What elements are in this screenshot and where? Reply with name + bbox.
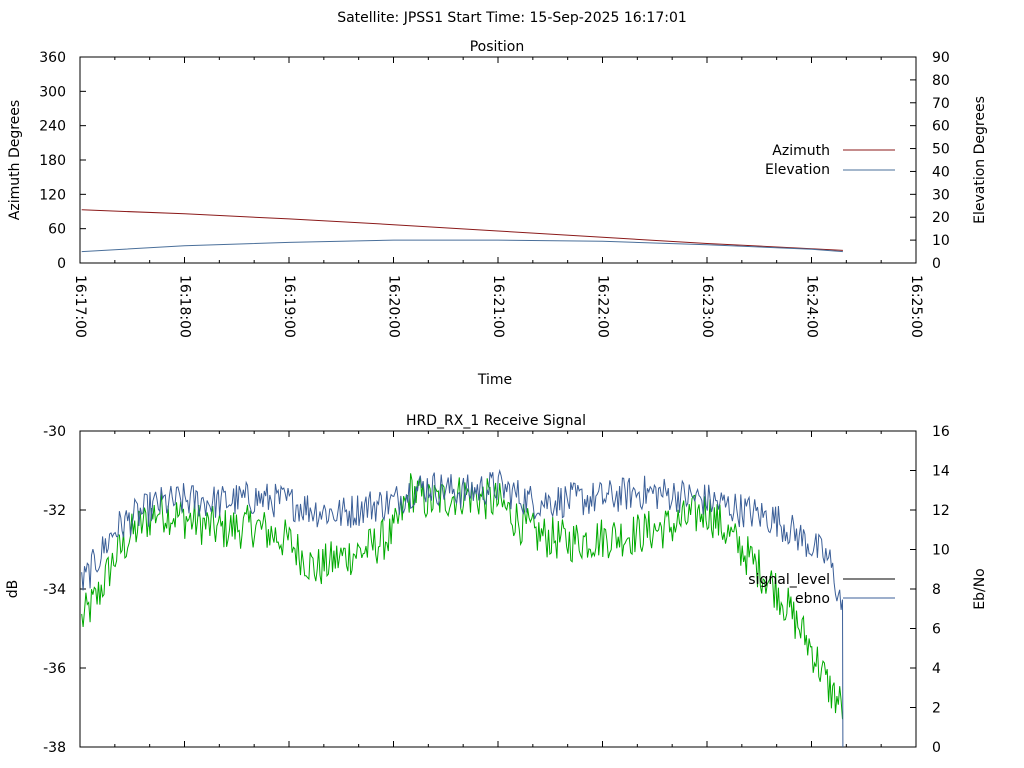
- legend-ebno-label: ebno: [795, 591, 830, 607]
- signal-right-axis-label: Eb/No: [972, 568, 988, 610]
- signal-right-tick-label: 2: [932, 701, 941, 717]
- series-line-ebno: [81, 468, 844, 748]
- signal-left-tick-label: -30: [43, 424, 66, 440]
- position-left-tick-label: 0: [57, 256, 66, 272]
- position-x-tick-label: 16:18:00: [177, 275, 193, 338]
- position-left-ticks: 0 60 120 180 240 300 360: [39, 50, 86, 272]
- position-chart-title: Position: [470, 39, 525, 55]
- legend-elevation-label: Elevation: [765, 162, 830, 178]
- signal-left-tick-label: -36: [43, 661, 66, 677]
- signal-right-tick-label: 12: [932, 503, 950, 519]
- position-x-tick-label: 16:21:00: [490, 275, 506, 338]
- position-left-tick-label: 120: [39, 187, 66, 203]
- position-chart: Position 16:17:00 16:18:00 16:19:00 16:20:0…: [7, 39, 988, 388]
- signal-right-tick-label: 0: [932, 740, 941, 756]
- position-left-tick-label: 360: [39, 50, 66, 66]
- position-x-axis-label: Time: [477, 372, 512, 388]
- position-left-tick-label: 240: [39, 119, 66, 135]
- signal-right-ticks: 0 2 4 6 8 10 12 14 16: [910, 424, 950, 756]
- signal-left-tick-label: -32: [43, 503, 66, 519]
- position-legend: Azimuth Elevation: [765, 143, 895, 178]
- position-right-tick-label: 40: [932, 164, 950, 180]
- position-x-tick-label: 16:19:00: [281, 275, 297, 338]
- position-left-tick-label: 300: [39, 84, 66, 100]
- signal-right-tick-label: 10: [932, 543, 950, 559]
- signal-right-tick-label: 4: [932, 661, 941, 677]
- position-right-tick-label: 60: [932, 119, 950, 135]
- position-right-tick-label: 30: [932, 187, 950, 203]
- position-x-tick-label: 16:17:00: [72, 275, 88, 338]
- position-right-tick-label: 10: [932, 233, 950, 249]
- position-x-tick-label: 16:24:00: [804, 275, 820, 338]
- position-right-ticks: 0 10 20 30 40 50 60 70 80 90: [910, 50, 950, 272]
- signal-x-ticks: [79, 431, 917, 747]
- position-x-tick-label: 16:25:00: [908, 275, 924, 338]
- series-line-signal-level: [81, 473, 843, 720]
- series-line-azimuth: [81, 209, 843, 251]
- signal-series: [81, 468, 844, 748]
- position-left-axis-label: Azimuth Degrees: [7, 100, 23, 220]
- signal-chart-title: HRD_RX_1 Receive Signal: [406, 413, 586, 429]
- position-right-axis-label: Elevation Degrees: [972, 96, 988, 224]
- signal-left-ticks: -30 -32 -34 -36 -38: [43, 424, 86, 756]
- position-right-tick-label: 0: [932, 256, 941, 272]
- signal-right-tick-label: 6: [932, 622, 941, 638]
- signal-left-axis-label: dB: [5, 580, 21, 599]
- position-right-tick-label: 80: [932, 73, 950, 89]
- signal-chart: HRD_RX_1 Receive Signal -30-32-34-36-38 …: [5, 413, 988, 756]
- figure-title: Satellite: JPSS1 Start Time: 15-Sep-2025…: [337, 10, 687, 26]
- position-x-tick-label: 16:23:00: [699, 275, 715, 338]
- position-x-tick-label: 16:20:00: [386, 275, 402, 338]
- series-line-elevation: [81, 239, 843, 253]
- position-x-ticks: 16:17:00 16:18:00 16:19:00 16:20:00 16:21:00…: [72, 57, 924, 338]
- position-right-tick-label: 90: [932, 50, 950, 66]
- position-left-tick-label: 60: [48, 222, 66, 238]
- signal-left-tick-label: -38: [43, 740, 66, 756]
- position-x-tick-label: 16:22:00: [595, 275, 611, 338]
- signal-legend: signal_level ebno: [748, 572, 895, 607]
- position-left-tick-label: 180: [39, 153, 66, 169]
- position-right-tick-label: 70: [932, 96, 950, 112]
- position-right-tick-label: 20: [932, 210, 950, 226]
- signal-left-tick-label: -34: [43, 582, 66, 598]
- signal-right-tick-label: 16: [932, 424, 950, 440]
- legend-azimuth-label: Azimuth: [772, 143, 830, 159]
- signal-right-tick-label: 8: [932, 582, 941, 598]
- signal-right-tick-label: 14: [932, 464, 950, 480]
- position-series: [81, 209, 843, 253]
- position-right-tick-label: 50: [932, 142, 950, 158]
- legend-signal-level-label: signal_level: [748, 572, 830, 588]
